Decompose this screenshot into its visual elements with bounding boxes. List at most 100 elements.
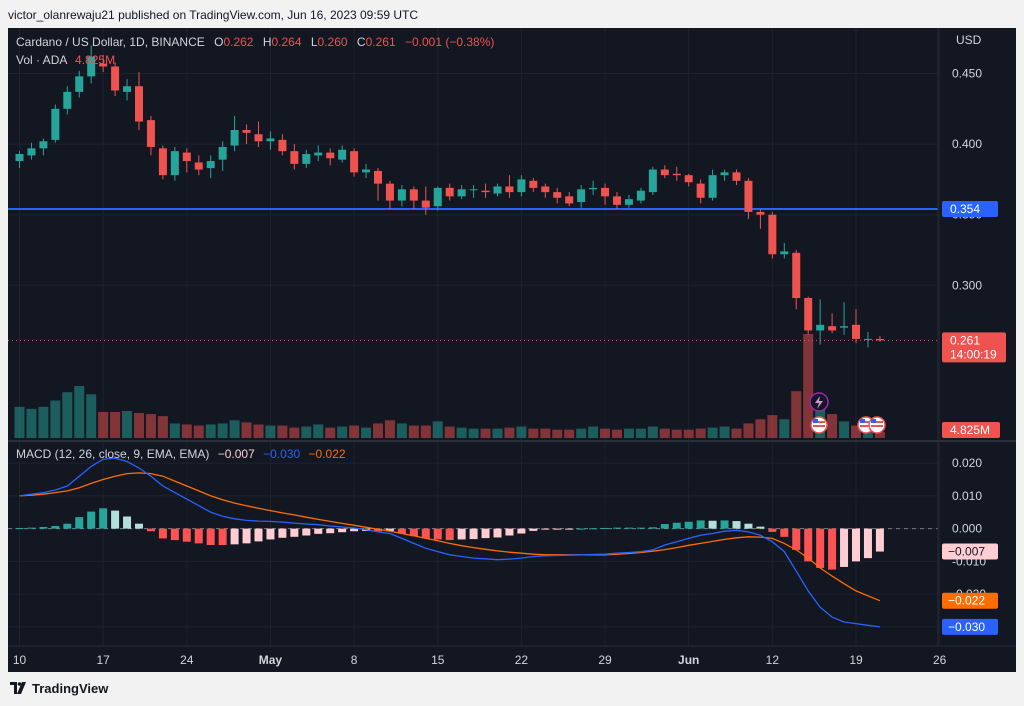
macd-signal-line — [19, 472, 881, 602]
histogram-bar — [75, 517, 84, 529]
macd-signal-value: −0.022 — [309, 447, 346, 461]
macd-legend[interactable]: MACD (12, 26, close, 9, EMA, EMA) −0.007… — [16, 447, 346, 461]
close-value: 0.261 — [366, 35, 396, 49]
histogram-bar — [804, 528, 813, 562]
volume-bar — [181, 424, 192, 438]
histogram-bar — [51, 526, 60, 529]
candle-body — [684, 175, 693, 183]
close-label: C — [357, 35, 366, 49]
candle-body — [350, 151, 359, 173]
volume-bar — [671, 429, 682, 438]
histogram-bar — [421, 528, 430, 539]
histogram-bar — [445, 528, 454, 541]
histogram-bar — [672, 522, 681, 529]
histogram-bar — [613, 527, 621, 529]
lightning-icon[interactable] — [809, 392, 829, 412]
volume-bar — [301, 426, 312, 438]
open-label: O — [214, 35, 223, 49]
volume-bar — [803, 334, 814, 438]
volume-bar — [432, 421, 443, 438]
candle-body — [15, 154, 24, 162]
volume-bar — [420, 425, 431, 438]
price-tick-label: 0.450 — [952, 67, 982, 81]
candle-body — [302, 154, 311, 164]
tradingview-brand[interactable]: TradingView — [32, 681, 109, 696]
us-flag-icon[interactable] — [868, 416, 886, 434]
volume-bar — [743, 423, 754, 438]
candle-body — [660, 169, 669, 176]
volume-label: Vol · ADA — [16, 53, 67, 67]
volume-bar — [289, 427, 300, 438]
published-line: victor_olanrewaju21 published on Trading… — [0, 0, 1024, 30]
volume-bar — [50, 400, 61, 438]
currency-label: USD — [956, 33, 982, 47]
symbol-title: Cardano / US Dollar, 1D, BINANCE — [16, 35, 205, 49]
volume-bar — [719, 426, 730, 438]
candle-body — [577, 189, 586, 202]
histogram-bar — [863, 528, 872, 559]
histogram-bar — [290, 528, 299, 537]
candle-body — [696, 183, 705, 198]
last-price-badge: 0.261 14:00:19 — [942, 332, 1006, 363]
histogram-bar — [266, 528, 275, 540]
volume-bar — [791, 391, 802, 438]
volume-bar — [373, 423, 383, 438]
time-tick-label: 29 — [598, 653, 612, 667]
volume-bar — [98, 412, 109, 438]
time-tick-label: 26 — [933, 653, 947, 667]
candle-body — [146, 120, 155, 147]
volume-legend: Vol · ADA 4.825M — [16, 53, 115, 67]
volume-bar — [265, 425, 276, 438]
candle-body — [768, 214, 777, 255]
histogram-bar — [218, 528, 227, 545]
volume-badge-text: 4.825M — [950, 423, 990, 437]
macd-tick-label: 0.000 — [952, 522, 982, 536]
candle-body — [505, 186, 514, 193]
candle-body — [636, 190, 645, 201]
candle-body — [601, 187, 610, 197]
histogram-bar — [314, 528, 323, 534]
histogram-bar — [457, 528, 466, 540]
tradingview-logo-icon[interactable] — [10, 682, 28, 694]
volume-bar — [600, 428, 611, 438]
volume-bar — [277, 425, 288, 438]
macd-line-badge-text: −0.030 — [948, 620, 985, 634]
volume-bar — [874, 431, 885, 438]
volume-bar — [444, 426, 455, 438]
histogram-bar — [385, 528, 394, 531]
candle-body — [385, 183, 394, 201]
candle-body — [816, 324, 825, 331]
candle-body — [27, 148, 36, 156]
volume-bar — [337, 426, 348, 438]
histogram-bar — [158, 528, 167, 539]
volume-bar — [62, 392, 73, 438]
volume-bar — [38, 406, 49, 438]
macd-title: MACD (12, 26, close, 9, EMA, EMA) — [16, 447, 209, 461]
histogram-bar — [529, 528, 538, 531]
volume-bar — [528, 428, 539, 438]
us-flag-icon[interactable] — [810, 416, 828, 434]
time-tick-label: 8 — [351, 653, 358, 667]
time-tick-label: 19 — [849, 653, 863, 667]
volume-bar — [241, 422, 252, 438]
histogram-bar — [792, 528, 801, 550]
symbol-legend[interactable]: Cardano / US Dollar, 1D, BINANCE O0.262 … — [16, 35, 494, 67]
volume-bar — [564, 429, 575, 438]
histogram-bar — [720, 520, 729, 529]
volume-bar — [384, 420, 395, 438]
level-price-badge[interactable]: 0.354 — [942, 201, 998, 218]
volume-bar — [516, 426, 527, 438]
histogram-bar — [852, 528, 860, 562]
histogram-bar — [302, 528, 311, 536]
volume-value: 4.825M — [75, 53, 115, 67]
volume-bar — [74, 386, 85, 438]
candle-body — [565, 196, 574, 204]
volume-bar — [14, 406, 25, 438]
histogram-bar — [170, 528, 179, 541]
candle-body — [589, 187, 598, 190]
histogram-bar — [875, 528, 884, 552]
candle-body — [672, 173, 681, 176]
